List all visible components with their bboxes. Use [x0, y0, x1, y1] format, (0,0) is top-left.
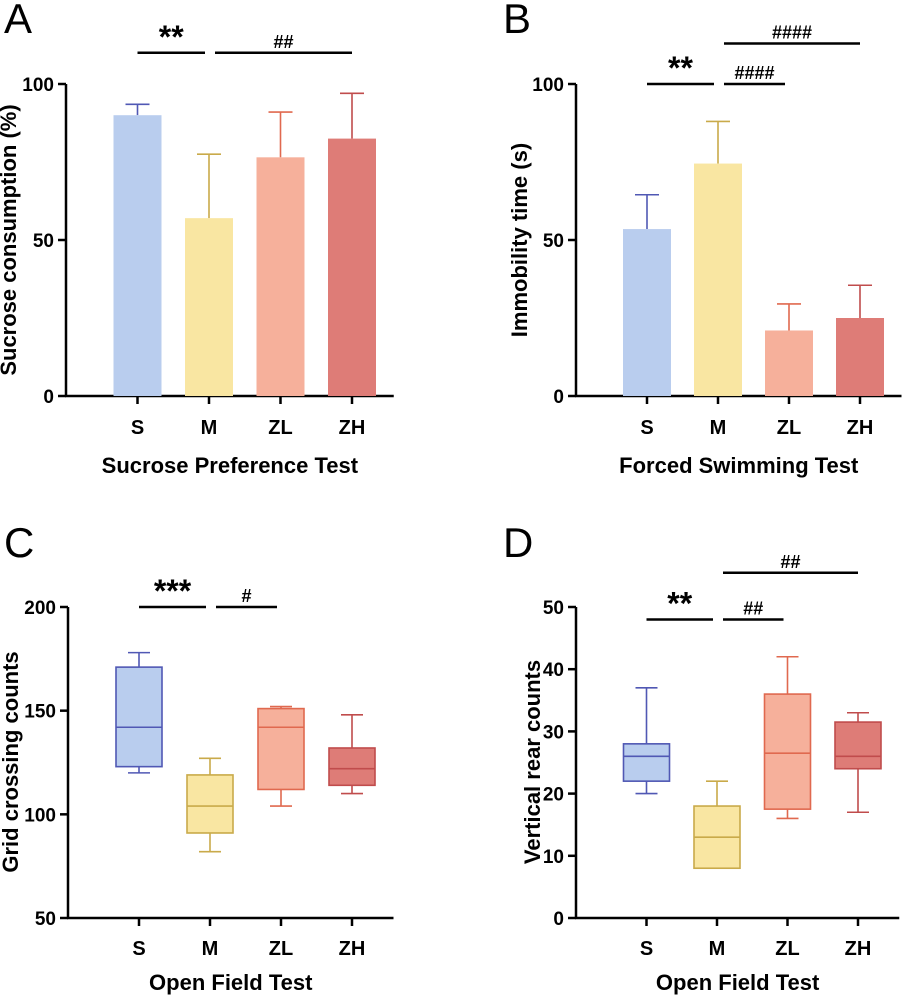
panel-letter: D — [503, 519, 533, 566]
bar-m — [185, 218, 233, 396]
significance-label: ** — [159, 19, 184, 55]
significance-label: ** — [668, 50, 693, 86]
x-tick-label: ZH — [845, 938, 872, 960]
y-tick-label: 100 — [22, 75, 54, 96]
bar-zh — [836, 318, 884, 396]
box-zl — [763, 693, 812, 810]
x-tick-label: ZH — [339, 417, 366, 439]
x-axis-title: Forced Swimming Test — [619, 453, 859, 478]
x-tick-label: ZH — [847, 417, 874, 439]
x-tick-label: S — [131, 417, 144, 439]
bar-zl — [256, 157, 305, 396]
panel-letter: B — [503, 0, 531, 42]
x-axis-title: Sucrose Preference Test — [102, 453, 359, 478]
y-tick-label: 50 — [543, 598, 564, 619]
x-tick-label: ZL — [775, 938, 799, 960]
panel-letter: C — [4, 519, 34, 566]
panel-d: D Vertical rear counts 0 10 20 30 40 50 S M ZL ZH Op… — [503, 519, 900, 995]
box-zh — [328, 747, 376, 787]
x-axis-title: Open Field Test — [149, 970, 313, 995]
significance-label: ## — [743, 598, 763, 618]
box-s — [115, 666, 163, 768]
significance-label: ## — [780, 552, 800, 572]
panel-c: C Grid crossing counts 50 100 150 200 S M ZL ZH Op… — [0, 519, 394, 995]
y-tick-label: 150 — [24, 702, 56, 723]
x-tick-label: M — [202, 938, 219, 960]
y-tick-label: 20 — [543, 785, 564, 806]
x-tick-label: ZL — [777, 417, 801, 439]
bar-m — [694, 163, 742, 396]
box-m — [186, 774, 234, 834]
y-tick-label: 0 — [553, 909, 564, 930]
x-axis-title: Open Field Test — [656, 970, 820, 995]
y-axis-title: Vertical rear counts — [520, 660, 545, 864]
box-zl — [257, 707, 305, 791]
x-tick-label: M — [201, 417, 218, 439]
x-tick-label: ZH — [339, 938, 366, 960]
x-tick-label: S — [640, 938, 653, 960]
y-tick-label: 100 — [532, 75, 564, 96]
x-tick-label: M — [710, 417, 727, 439]
y-tick-label: 100 — [24, 805, 56, 826]
bar-s — [623, 229, 671, 396]
y-tick-label: 10 — [543, 847, 564, 868]
significance-label: ## — [273, 32, 293, 52]
significance-label: # — [241, 586, 251, 606]
panel-letter: A — [4, 0, 32, 42]
y-tick-label: 50 — [35, 909, 56, 930]
significance-label: *** — [154, 573, 192, 609]
y-tick-label: 30 — [543, 722, 564, 743]
box-zh — [834, 721, 882, 770]
panel-b: B Immobility time (s) 0 50 100 S M ZL ZH Forced S… — [503, 0, 902, 478]
y-tick-label: 0 — [553, 387, 564, 408]
panel-a: A Sucrose consumption (%) 0 50 100 S M ZL ZH Sucr… — [0, 0, 394, 478]
y-tick-label: 0 — [43, 387, 54, 408]
x-tick-label: ZL — [269, 938, 293, 960]
x-tick-label: ZL — [268, 417, 292, 439]
y-tick-label: 50 — [33, 231, 54, 252]
bar-zh — [328, 138, 376, 396]
y-tick-label: 40 — [543, 660, 564, 681]
y-axis-title: Grid crossing counts — [0, 651, 23, 872]
significance-label: ** — [667, 585, 692, 621]
y-axis-title: Immobility time (s) — [507, 143, 532, 337]
y-axis-title: Sucrose consumption (%) — [0, 104, 21, 375]
x-tick-label: S — [132, 938, 145, 960]
significance-label: #### — [772, 22, 812, 42]
x-tick-label: S — [640, 417, 653, 439]
bar-zl — [765, 330, 813, 396]
y-tick-label: 50 — [543, 231, 564, 252]
x-tick-label: M — [709, 938, 726, 960]
significance-label: #### — [734, 63, 774, 83]
bar-s — [113, 115, 162, 396]
box-s — [622, 743, 671, 782]
y-tick-label: 200 — [24, 598, 56, 619]
